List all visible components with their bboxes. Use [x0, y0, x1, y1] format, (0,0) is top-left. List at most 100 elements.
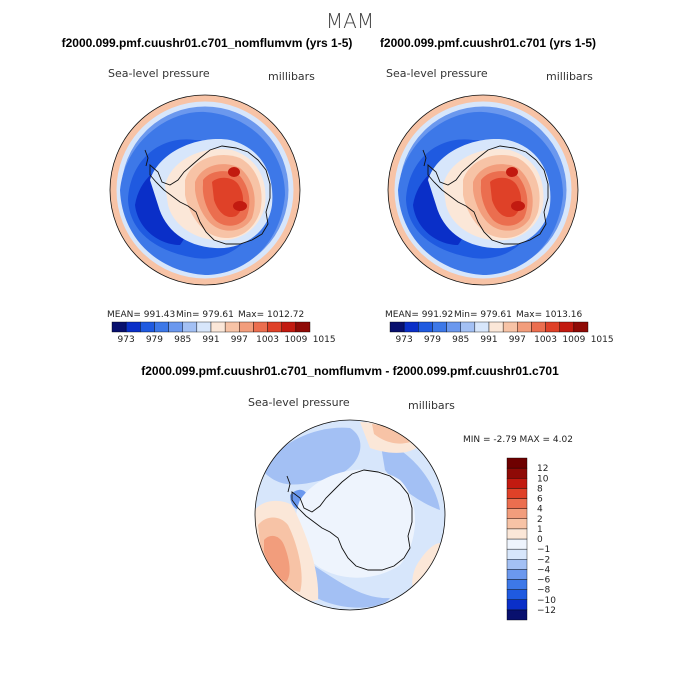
- panel-2-colorbar-swatch: [418, 321, 433, 333]
- panel-3-colorbar-swatch: [506, 528, 528, 540]
- panel-3-colorbar-tick-label: −10: [537, 596, 556, 606]
- panel-2-colorbar-swatch: [502, 321, 518, 333]
- panel-3-colorbar-tick-label: −2: [537, 555, 550, 565]
- panel-3-colorbar-tick-label: −8: [537, 586, 551, 596]
- panel-3-colorbar-tick-label: 0: [537, 535, 543, 545]
- panel-3-colorbar-swatch: [506, 559, 528, 570]
- panel-1-variable: Sea-level pressure: [108, 67, 210, 80]
- panel-1-min: Min= 979.61: [176, 310, 234, 320]
- panel-3-colorbar-tick-label: −1: [537, 545, 550, 555]
- panel-1-colorbar-swatch: [295, 321, 311, 333]
- panel-1-colorbar-swatch: [140, 321, 155, 333]
- panel-3-colorbar-tick-label: −12: [537, 606, 556, 616]
- panel-3-colorbar-tick-label: 8: [537, 484, 543, 494]
- panel-2-colorbar-swatch: [545, 321, 560, 333]
- panel-2-colorbar-tick-label: 1003: [534, 335, 557, 345]
- panel-2-colorbar: 973 979 985 991 997 1003 1009 1015: [389, 321, 614, 345]
- panel-1-colorbar-swatch: [111, 321, 127, 333]
- panel-3-colorbar-swatch: [506, 589, 528, 600]
- panel-3-colorbar-swatch: [506, 457, 528, 469]
- panel-3-colorbar-tick-label: 12: [537, 464, 548, 474]
- panel-2-colorbar-swatch: [531, 321, 546, 333]
- panel-3-colorbar-swatch: [506, 498, 528, 509]
- panel-1-colorbar-swatch: [253, 321, 268, 333]
- panel-2-mean: MEAN= 991.92: [385, 310, 453, 320]
- panel-2-colorbar-tick-label: 979: [424, 335, 441, 345]
- panel-2-colorbar-swatch: [517, 321, 532, 333]
- panel-1-colorbar-swatch: [224, 321, 240, 333]
- panel-1-title: f2000.099.pmf.cuushr01.c701_nomflumvm (y…: [62, 36, 353, 50]
- panel-3-min-max: MIN = -2.79 MAX = 4.02: [463, 435, 573, 445]
- panel-1-colorbar-swatch: [239, 321, 254, 333]
- panel-1-colorbar-tick-label: 991: [202, 335, 219, 345]
- panel-1-colorbar-tick-label: 1015: [313, 335, 336, 345]
- panel-1-colorbar-swatch: [210, 321, 226, 333]
- panel-2-colorbar-tick-label: 997: [509, 335, 526, 345]
- panel-3-title: f2000.099.pmf.cuushr01.c701_nomflumvm - …: [141, 364, 559, 378]
- panel-1-units: millibars: [268, 70, 315, 83]
- panel-1-colorbar-swatch: [168, 321, 183, 333]
- panel-2-colorbar-swatch: [573, 321, 589, 333]
- panel-2-units: millibars: [546, 70, 593, 83]
- panel-3-colorbar-tick-label: 1: [537, 525, 543, 535]
- panel-2-colorbar-tick-label: 985: [452, 335, 469, 345]
- panel-1-max: Max= 1012.72: [238, 310, 304, 320]
- panel-3-colorbar-swatch: [506, 599, 528, 611]
- panel-1-colorbar-tick-label: 985: [174, 335, 191, 345]
- panel-2-max: Max= 1013.16: [516, 310, 582, 320]
- panel-1-colorbar-tick-label: 997: [231, 335, 248, 345]
- panel-1-colorbar-swatch: [196, 321, 212, 333]
- panel-3-colorbar-tick-label: −4: [537, 565, 551, 575]
- panel-3-colorbar-swatch: [506, 488, 528, 499]
- panel-1-mean: MEAN= 991.43: [107, 310, 175, 320]
- panel-1-colorbar-swatch: [267, 321, 282, 333]
- panel-3-colorbar-swatch: [506, 609, 528, 621]
- panel-2-colorbar-tick-label: 1009: [562, 335, 585, 345]
- panel-1-colorbar-tick-label: 1003: [256, 335, 279, 345]
- panel-1-colorbar-swatch: [154, 321, 169, 333]
- panel-1-colorbar-tick-label: 979: [146, 335, 163, 345]
- panel-1-colorbar-tick-label: 973: [118, 335, 135, 345]
- panel-1-colorbar-swatch: [182, 321, 198, 333]
- panel-2-map: [388, 95, 578, 285]
- panel-2-colorbar-swatch: [460, 321, 476, 333]
- panel-3-colorbar-swatch: [506, 518, 528, 530]
- panel-3-colorbar-tick-label: 4: [537, 505, 543, 515]
- panel-3-colorbar-tick-label: 10: [537, 474, 549, 484]
- panel-3-units: millibars: [408, 399, 455, 412]
- panel-3-map: [255, 420, 445, 610]
- panel-3-colorbar-tick-label: 2: [537, 515, 543, 525]
- panel-2-min: Min= 979.61: [454, 310, 512, 320]
- panel-1: f2000.099.pmf.cuushr01.c701_nomflumvm (y…: [62, 36, 353, 345]
- panel-3-colorbar-swatch: [506, 569, 528, 580]
- panel-3-colorbar-swatch: [506, 467, 528, 479]
- panel-2-variable: Sea-level pressure: [386, 67, 488, 80]
- figure-title: MAM: [326, 9, 374, 33]
- panel-2-colorbar-swatch: [432, 321, 447, 333]
- panel-3-colorbar-tick-label: 6: [537, 495, 543, 505]
- panel-2-colorbar-swatch: [474, 321, 490, 333]
- panel-3: f2000.099.pmf.cuushr01.c701_nomflumvm - …: [141, 364, 573, 621]
- panel-3-colorbar-tick-label: −6: [537, 576, 551, 586]
- panel-3-colorbar-swatch: [506, 508, 528, 519]
- panel-3-variable: Sea-level pressure: [248, 396, 350, 409]
- panel-1-colorbar: 973 979 985 991 997 1003 1009 1015: [111, 321, 336, 345]
- panel-3-colorbar-swatch: [506, 548, 528, 560]
- panel-2-colorbar-swatch: [389, 321, 405, 333]
- panel-2-colorbar-swatch: [403, 321, 419, 333]
- panel-3-colorbar-swatch: [506, 579, 528, 590]
- panel-2-colorbar-tick-label: 1015: [591, 335, 614, 345]
- panel-1-colorbar-swatch: [125, 321, 141, 333]
- panel-1-colorbar-tick-label: 1009: [284, 335, 307, 345]
- panel-2: f2000.099.pmf.cuushr01.c701 (yrs 1-5) Se…: [380, 36, 614, 345]
- panel-2-title: f2000.099.pmf.cuushr01.c701 (yrs 1-5): [380, 36, 596, 50]
- panel-3-colorbar-swatch: [506, 478, 528, 489]
- panel-2-colorbar-swatch: [488, 321, 504, 333]
- panel-2-colorbar-tick-label: 973: [396, 335, 413, 345]
- panel-2-colorbar-swatch: [559, 321, 575, 333]
- panel-2-colorbar-tick-label: 991: [480, 335, 497, 345]
- panel-1-map: [110, 95, 300, 285]
- panel-1-colorbar-swatch: [281, 321, 297, 333]
- panel-2-colorbar-swatch: [446, 321, 461, 333]
